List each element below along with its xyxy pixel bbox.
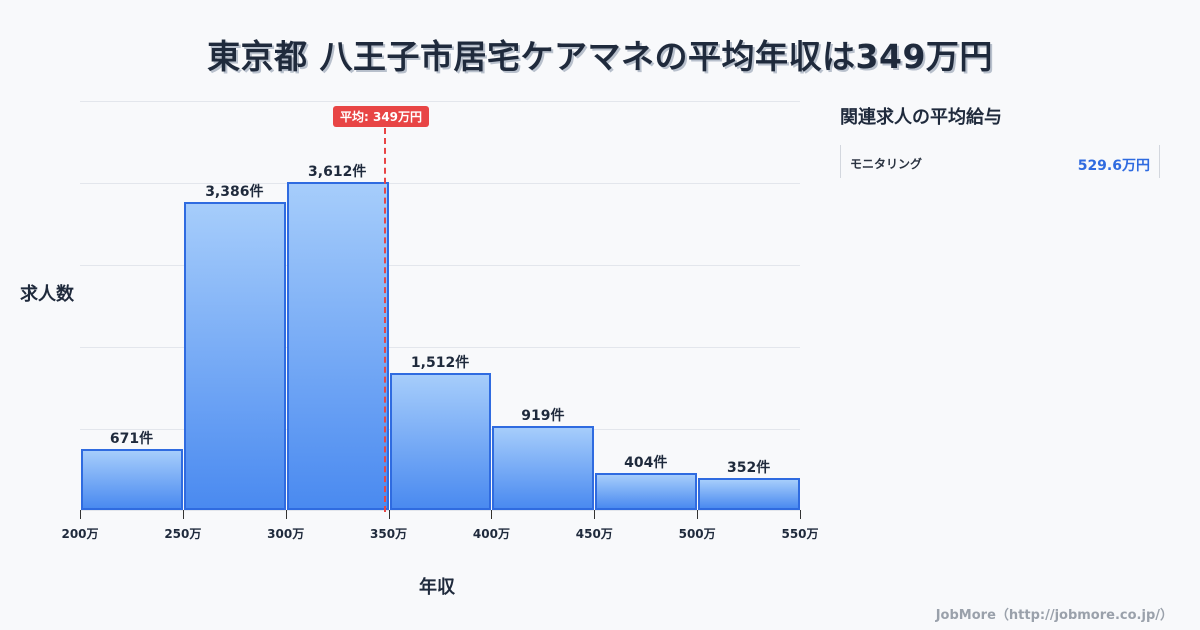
x-tick-label: 500万	[678, 527, 716, 541]
bar-value-label: 352件	[727, 460, 771, 476]
x-tick	[285, 510, 287, 519]
histogram-bar	[81, 449, 183, 510]
gridline	[80, 183, 800, 184]
x-tick	[491, 510, 493, 519]
related-salary-item: モニタリング 529.6万円	[840, 145, 1160, 178]
x-tick-label: 350万	[370, 527, 408, 541]
x-axis-label: 年収	[419, 577, 455, 598]
gridline	[80, 347, 800, 348]
x-tick-label: 300万	[267, 527, 305, 541]
x-tick	[800, 510, 801, 519]
average-badge: 平均: 349万円	[333, 106, 430, 127]
bar-value-label: 404件	[624, 455, 668, 472]
histogram-bar	[698, 478, 800, 510]
bar-value-label: 3,386件	[205, 184, 264, 201]
x-tick	[697, 510, 699, 519]
y-axis-label: 求人数	[20, 284, 74, 305]
related-job-salary: 529.6万円	[1077, 158, 1150, 174]
x-tick	[80, 510, 81, 519]
histogram-bar	[183, 202, 286, 510]
x-tick-label: 400万	[472, 527, 510, 541]
related-salary-title: 関連求人の平均給与	[840, 107, 1002, 128]
histogram-bar	[492, 426, 595, 510]
page-title: 東京都 八王子市居宅ケアマネの平均年収は349万円	[207, 37, 993, 76]
histogram-bar	[286, 181, 389, 510]
footer-credit: JobMore（http://jobmore.co.jp/）	[935, 608, 1173, 623]
bar-value-label: 3,612件	[308, 163, 367, 180]
histogram-bar	[595, 473, 698, 510]
bar-value-label: 671件	[109, 431, 154, 447]
x-tick-label: 200万	[61, 527, 99, 541]
related-job-name: モニタリング	[850, 157, 923, 171]
x-tick	[182, 510, 184, 519]
gridline	[80, 265, 800, 266]
gridline	[80, 101, 800, 102]
x-tick-label: 250万	[164, 527, 202, 541]
x-tick-label: 550万	[781, 527, 819, 541]
x-tick	[388, 510, 390, 519]
bar-value-label: 919件	[521, 408, 565, 425]
average-line	[384, 128, 386, 512]
x-tick-label: 450万	[575, 527, 613, 541]
histogram-bar	[389, 372, 492, 510]
x-tick	[594, 510, 596, 519]
bar-value-label: 1,512件	[410, 354, 470, 371]
gridline	[80, 510, 800, 511]
